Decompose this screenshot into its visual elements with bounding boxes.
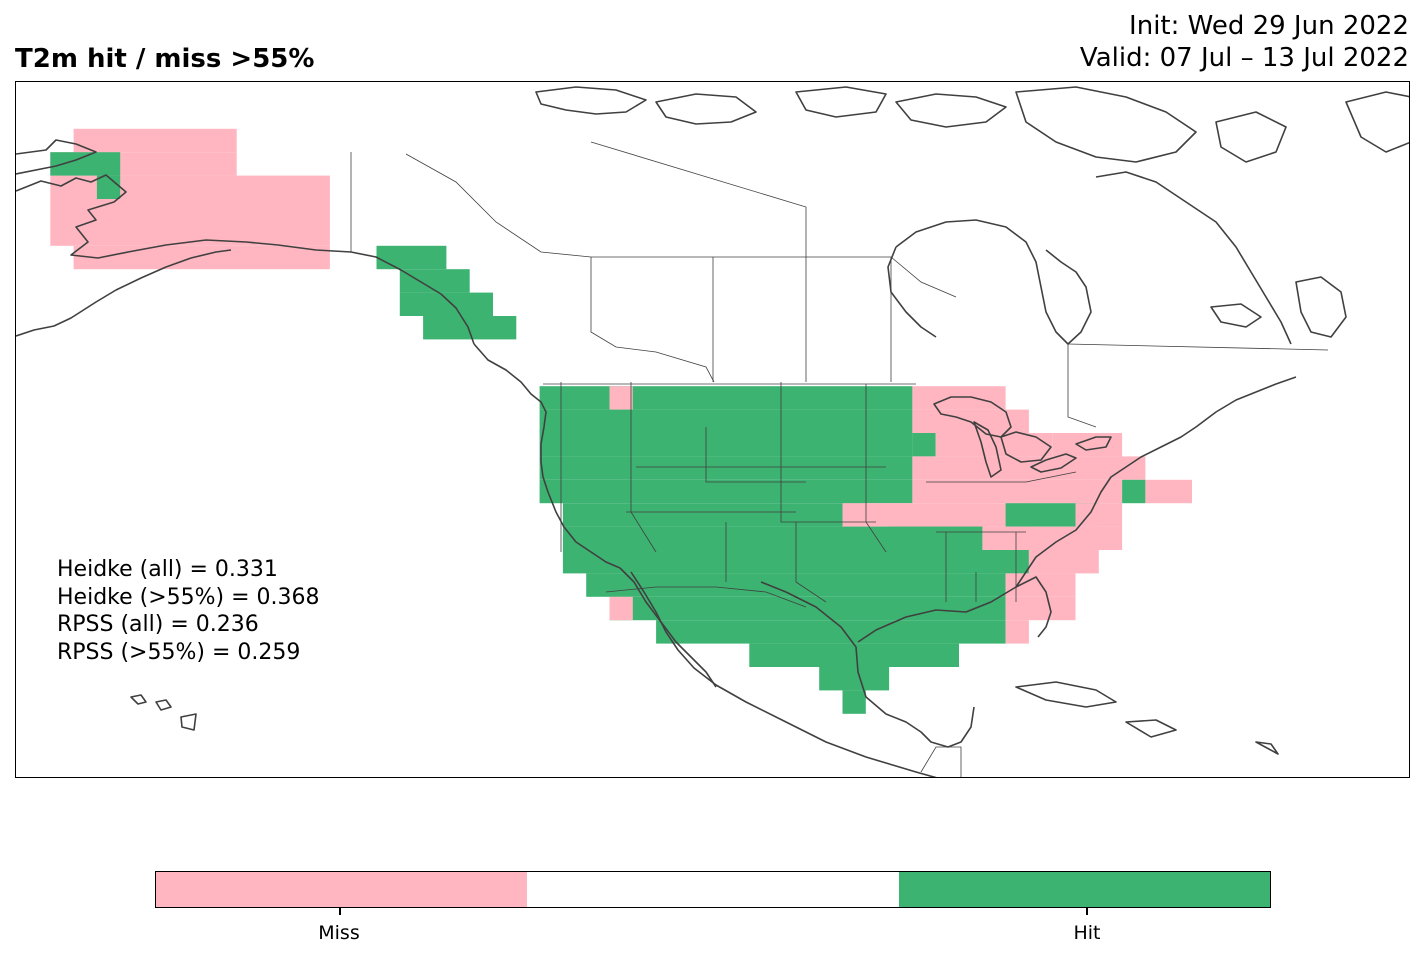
miss-cell [50, 175, 330, 199]
hit-cell [889, 526, 983, 550]
map-title: T2m hit / miss >55% [15, 44, 315, 74]
hit-cell [632, 386, 913, 410]
miss-cell [609, 596, 633, 621]
miss-cell [50, 199, 330, 246]
skill-scores: Heidke (all) = 0.331 Heidke (>55%) = 0.3… [57, 556, 320, 666]
hit-cell [562, 526, 983, 550]
valid-range: Valid: 07 Jul – 13 Jul 2022 [1079, 43, 1409, 73]
miss-cell [842, 503, 1029, 527]
hit-cell [423, 316, 517, 340]
hit-cell [50, 152, 121, 176]
hit-cell [912, 433, 936, 457]
hit-cell [609, 596, 1006, 621]
heidke-55: Heidke (>55%) = 0.368 [57, 584, 320, 610]
colorbar-label-miss: Miss [318, 922, 360, 944]
miss-cell [1052, 433, 1123, 457]
hit-cell [539, 479, 913, 504]
north-america-map [16, 86, 1409, 777]
hit-cell [586, 573, 1006, 597]
miss-cell [609, 386, 633, 410]
miss-cell [1005, 620, 1029, 644]
hit-cell [842, 690, 866, 714]
hit-cell [539, 433, 913, 457]
hit-cell [376, 245, 447, 270]
miss-cell [912, 456, 1146, 480]
miss-cell [73, 128, 237, 153]
rpss-55: RPSS (>55%) = 0.259 [57, 639, 301, 665]
coastlines [16, 86, 1409, 777]
miss-cell [1145, 479, 1192, 504]
miss-cell [912, 386, 1006, 410]
miss-cell [73, 245, 330, 270]
hit-cell [1122, 479, 1146, 504]
miss-cell [912, 479, 1123, 504]
heidke-all: Heidke (all) = 0.331 [57, 557, 278, 582]
hit-cell [539, 456, 913, 480]
hit-cell [96, 175, 121, 199]
political-borders [350, 141, 1329, 777]
hit-cell [399, 269, 470, 293]
hit-cell [819, 667, 890, 691]
colorbar-hit [898, 872, 1270, 907]
hit-cell [656, 620, 1006, 644]
colorbar-label-hit: Hit [1073, 922, 1101, 944]
rpss-all: RPSS (all) = 0.236 [57, 612, 259, 637]
miss-cell [1075, 503, 1123, 527]
colorbar-tick-hit [1086, 908, 1088, 915]
colorbar [155, 871, 1271, 908]
hit-cell [562, 503, 866, 527]
miss-cell [1028, 550, 1099, 574]
init-date: Init: Wed 29 Jun 2022 [1129, 11, 1409, 41]
colorbar-miss [156, 872, 528, 907]
colorbar-tick-miss [339, 908, 341, 915]
map-date-info: Init: Wed 29 Jun 2022 Valid: 07 Jul – 13… [1080, 10, 1409, 74]
hit-cell [539, 409, 913, 433]
miss-cell [982, 526, 1123, 550]
miss-cell [1005, 596, 1076, 621]
map-panel [15, 81, 1410, 778]
miss-cell [935, 433, 1053, 457]
colorbar-neutral [527, 872, 899, 907]
hit-cell [399, 292, 493, 316]
hit-cell [749, 643, 959, 667]
